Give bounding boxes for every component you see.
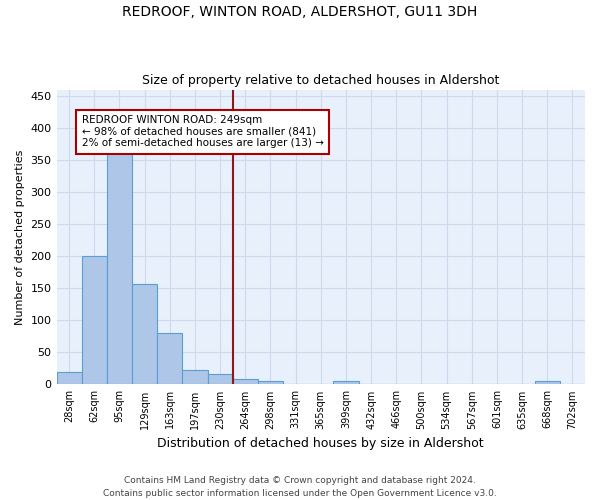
Bar [157, 333, 182, 384]
Y-axis label: Number of detached properties: Number of detached properties [15, 150, 25, 324]
X-axis label: Distribution of detached houses by size in Aldershot: Distribution of detached houses by size … [157, 437, 484, 450]
Bar [182, 370, 208, 384]
Text: REDROOF WINTON ROAD: 249sqm
← 98% of detached houses are smaller (841)
2% of sem: REDROOF WINTON ROAD: 249sqm ← 98% of det… [82, 115, 323, 148]
Bar [535, 381, 560, 384]
Bar [233, 380, 258, 384]
Bar [208, 374, 233, 384]
Text: REDROOF, WINTON ROAD, ALDERSHOT, GU11 3DH: REDROOF, WINTON ROAD, ALDERSHOT, GU11 3D… [122, 5, 478, 19]
Bar [107, 149, 132, 384]
Bar [334, 380, 359, 384]
Title: Size of property relative to detached houses in Aldershot: Size of property relative to detached ho… [142, 74, 499, 87]
Text: Contains HM Land Registry data © Crown copyright and database right 2024.
Contai: Contains HM Land Registry data © Crown c… [103, 476, 497, 498]
Bar [258, 380, 283, 384]
Bar [82, 256, 107, 384]
Bar [56, 372, 82, 384]
Bar [132, 284, 157, 384]
